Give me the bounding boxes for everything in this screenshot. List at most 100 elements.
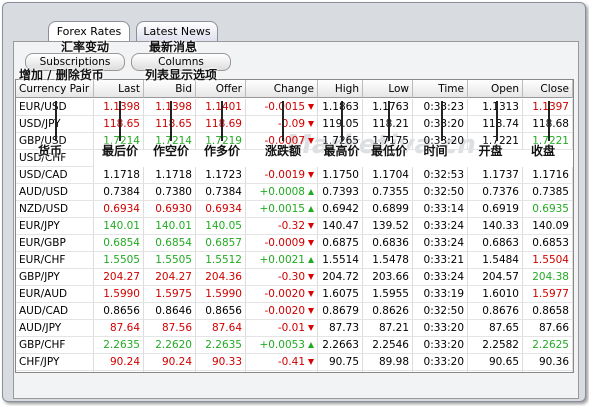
trend-arrow — [308, 223, 314, 229]
annotation: 最低价 — [371, 144, 408, 158]
cell: 1.6010 — [468, 286, 523, 303]
cell: 0.6863 — [468, 235, 523, 252]
trend-arrow — [308, 342, 314, 348]
trend-arrow — [308, 291, 314, 297]
currency-pair: CHF/JPY — [16, 354, 94, 371]
annotation: 作空价 — [153, 144, 190, 158]
cell: 2.2546 — [363, 337, 413, 354]
cell: 0.6934 — [94, 201, 144, 218]
cell: 0.6919 — [468, 201, 523, 218]
cell: 1.3832 — [523, 371, 573, 372]
window: Forex Rates Latest News Subscriptions Co… — [2, 2, 586, 402]
cell: 1.5977 — [523, 286, 573, 303]
cell: 0.7393 — [318, 184, 363, 201]
cell: 1.5955 — [363, 286, 413, 303]
currency-pair: AUD/JPY — [16, 320, 94, 337]
cell: 87.65 — [468, 320, 523, 337]
cell: 1.7214 — [94, 133, 144, 150]
trend-arrow — [308, 308, 314, 314]
cell: 1.1718 — [144, 167, 196, 184]
cell: 0.6930 — [144, 201, 196, 218]
cell: 2.2663 — [318, 337, 363, 354]
currency-pair: NZD/USD — [16, 201, 94, 218]
annotation: 时间 — [423, 144, 448, 158]
tab[interactable]: Latest News — [136, 21, 218, 42]
cell: -0.0009 — [246, 235, 318, 252]
cell: 1.1723 — [196, 167, 246, 184]
currency-pair: GBP/USD — [16, 133, 94, 150]
cell: 2.2625 — [523, 337, 573, 354]
cell: -0.41 — [246, 354, 318, 371]
cell: 1.6075 — [318, 286, 363, 303]
cell: -0.0007 — [246, 133, 318, 150]
cell: +0.0053 — [246, 337, 318, 354]
cell: 0:33:20 — [413, 337, 468, 354]
cell: 1.7175 — [363, 133, 413, 150]
annotation-arrow — [440, 101, 443, 141]
annotation: 货币 — [38, 144, 63, 158]
cell: 1.3876 — [468, 371, 523, 372]
trend-arrow — [308, 189, 314, 195]
column-header: Bid — [144, 80, 196, 98]
columns-button[interactable]: Columns — [131, 53, 231, 71]
cell: 89.98 — [363, 354, 413, 371]
currency-pair: EUR/AUD — [16, 286, 94, 303]
cell: -0.30 — [246, 269, 318, 286]
cell: 0.8676 — [468, 303, 523, 320]
cell: 87.64 — [196, 320, 246, 337]
trend-arrow — [308, 121, 314, 127]
cell: 1.3919 — [318, 371, 363, 372]
annotation-arrow — [548, 101, 550, 141]
cell: 1.5990 — [196, 286, 246, 303]
annotation-arrow — [55, 101, 57, 141]
cell: 2.2635 — [94, 337, 144, 354]
cell: 90.33 — [196, 354, 246, 371]
cell: 90.24 — [144, 354, 196, 371]
annotation: 汇率变动 — [61, 40, 110, 54]
cell: 0.7384 — [196, 184, 246, 201]
currency-pair: EUR/JPY — [16, 218, 94, 235]
cell: 0.7385 — [523, 184, 573, 201]
tab[interactable]: Forex Rates — [48, 21, 130, 42]
cell: 0.6836 — [363, 235, 413, 252]
annotation: 收盘 — [531, 144, 556, 158]
cell: 0:33:21 — [413, 252, 468, 269]
column-header: Offer — [196, 80, 246, 98]
cell: 140.01 — [94, 218, 144, 235]
cell: 0.6942 — [318, 201, 363, 218]
cell: 1.1704 — [363, 167, 413, 184]
cell: -0.32 — [246, 218, 318, 235]
cell: 1.5505 — [144, 252, 196, 269]
cell: 0.7384 — [94, 184, 144, 201]
cell: 0.8656 — [94, 303, 144, 320]
cell: -0.01 — [246, 320, 318, 337]
column-header: Low — [363, 80, 413, 98]
annotation: 涨跌额 — [265, 144, 302, 158]
cell: 0.8626 — [363, 303, 413, 320]
cell: 204.57 — [468, 269, 523, 286]
cell: 0.6853 — [523, 235, 573, 252]
cell: 0:33:20 — [413, 133, 468, 150]
cell: 0:32:50 — [413, 303, 468, 320]
trend-arrow — [308, 206, 314, 212]
cell: 0.7376 — [468, 184, 523, 201]
cell: 1.5514 — [318, 252, 363, 269]
cell: 87.21 — [363, 320, 413, 337]
annotation: 最后价 — [102, 144, 139, 158]
currency-pair: AUD/USD — [16, 184, 94, 201]
annotation-arrow — [119, 101, 121, 141]
cell: 140.47 — [318, 218, 363, 235]
annotation-arrow — [495, 101, 498, 141]
subscriptions-button[interactable]: Subscriptions — [25, 53, 125, 71]
cell: 0.7355 — [363, 184, 413, 201]
cell: 90.36 — [523, 354, 573, 371]
cell: 1.7214 — [144, 133, 196, 150]
column-header: Time — [413, 80, 468, 98]
cell: 0:33:24 — [413, 269, 468, 286]
cell: 1.1737 — [468, 167, 523, 184]
cell: 1.3821 — [144, 371, 196, 372]
trend-arrow — [308, 138, 314, 144]
cell: 140.05 — [196, 218, 246, 235]
currency-pair: USD/CHF — [16, 150, 94, 167]
currency-pair: USD/CAD — [16, 167, 94, 184]
